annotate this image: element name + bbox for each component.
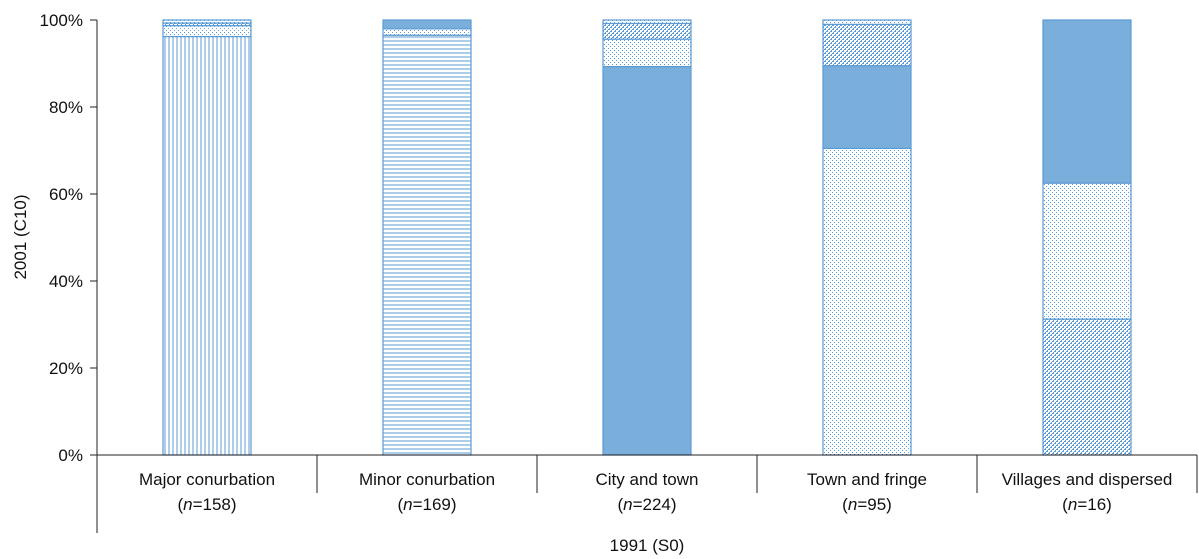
y-tick-label: 100% [40, 11, 83, 30]
bar-segment [162, 25, 252, 38]
x-category-label: Major conurbation [139, 470, 275, 489]
bar-segment [822, 65, 912, 149]
x-category-count: (n=16) [1062, 495, 1112, 514]
x-category-count: (n=95) [842, 495, 892, 514]
x-category-label: Villages and dispersed [1002, 470, 1173, 489]
x-axis: Major conurbation (n=158) Minor conurbatio… [96, 454, 1198, 533]
x-category-label: City and town [596, 470, 699, 489]
y-tick-label: 0% [58, 446, 83, 465]
bars-group [162, 19, 1132, 456]
y-axis: 0% 20% 40% 60% 80% 100% [40, 11, 98, 465]
bar-segment [822, 23, 912, 67]
bar-segment [162, 35, 252, 456]
x-category-label: Town and fringe [807, 470, 927, 489]
x-category-label: Minor conurbation [359, 470, 495, 489]
x-category-count: (n=158) [177, 495, 236, 514]
x-axis-title: 1991 (S0) [610, 536, 685, 555]
bar-segment [602, 38, 692, 68]
x-category-count: (n=224) [617, 495, 676, 514]
bar-segment [602, 19, 692, 25]
bar-segment [382, 19, 472, 30]
y-tick-label: 20% [49, 359, 83, 378]
y-tick-label: 60% [49, 185, 83, 204]
bar-segment [822, 147, 912, 456]
bar-segment [822, 19, 912, 25]
bar-segment [602, 65, 692, 456]
bar-segment [382, 34, 472, 456]
y-axis-title: 2001 (C10) [11, 194, 30, 279]
bar-segment [602, 22, 692, 40]
x-category-count: (n=169) [397, 495, 456, 514]
bar-segment [162, 19, 252, 24]
bar-segment [1042, 182, 1132, 320]
bar-segment [1042, 318, 1132, 456]
y-tick-label: 80% [49, 98, 83, 117]
bar-segment [382, 28, 472, 36]
bar-segment [1042, 19, 1132, 184]
y-tick-label: 40% [49, 272, 83, 291]
